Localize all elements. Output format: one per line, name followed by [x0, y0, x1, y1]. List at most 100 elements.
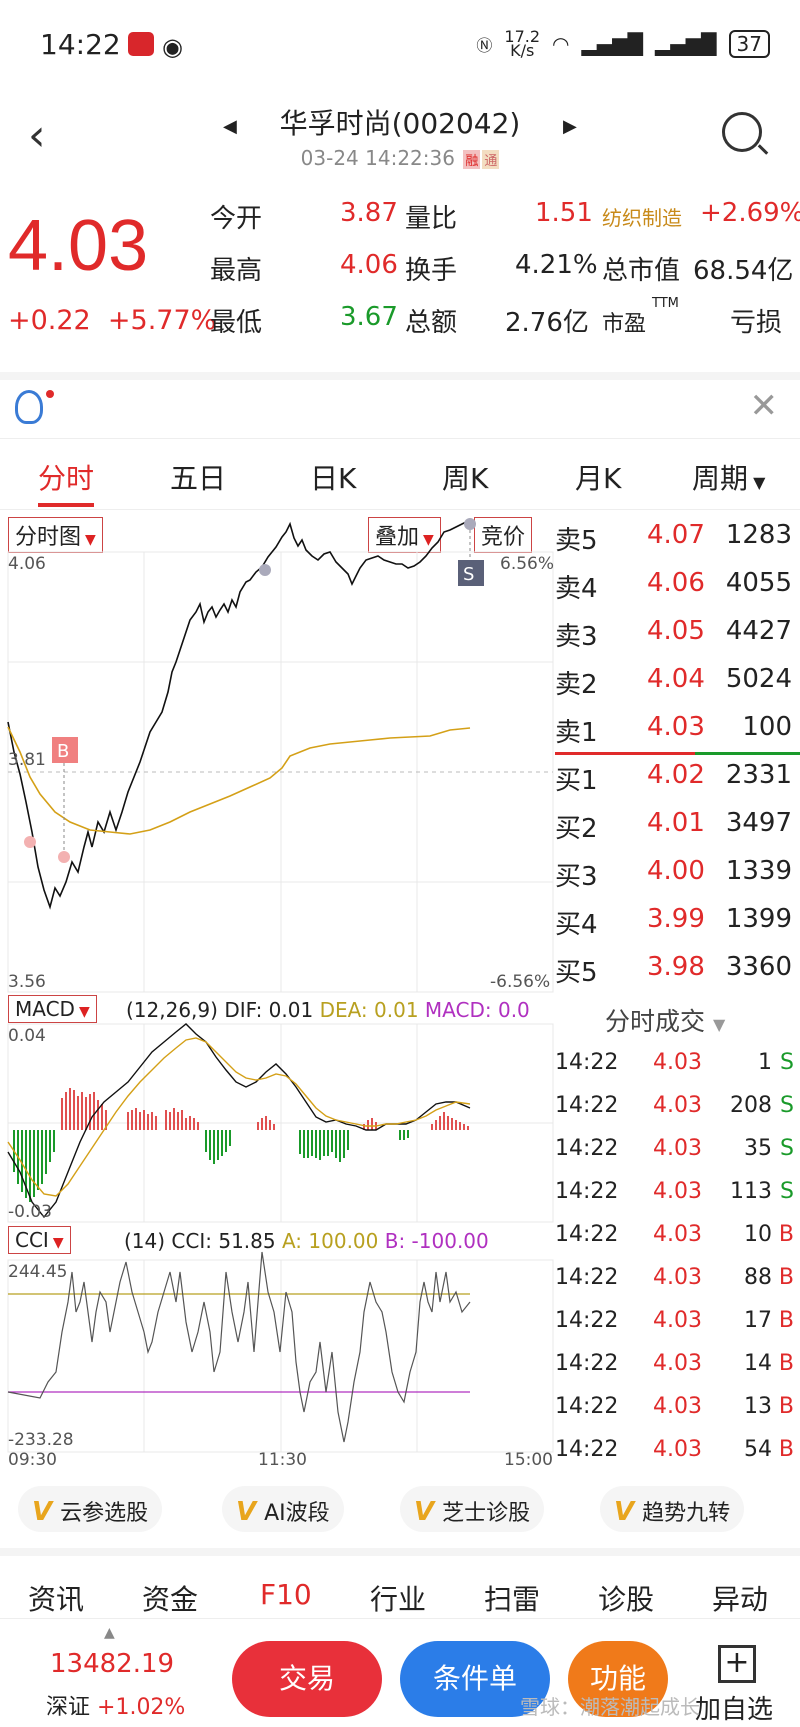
- tab-f10[interactable]: F10: [260, 1578, 312, 1611]
- v-icon: V: [414, 1497, 435, 1527]
- tab-period[interactable]: 周期 ▼: [692, 462, 766, 495]
- trade-button[interactable]: 交易: [232, 1641, 382, 1717]
- bid-row: 买1 4.02 2331: [555, 760, 792, 796]
- tab-diagnosis[interactable]: 诊股: [598, 1583, 655, 1616]
- battery-icon: 37: [728, 30, 770, 58]
- buy-point-marker: [58, 851, 70, 863]
- chart-tabs: 分时 五日 日K 周K 月K 周期 ▼: [0, 438, 800, 510]
- trade-row: 14:22 4.03 10 B: [555, 1222, 794, 1247]
- tab-intraday[interactable]: 分时: [38, 462, 95, 495]
- trade-row: 14:22 4.03 208 S: [555, 1093, 794, 1118]
- chart-type-dropdown[interactable]: 分时图 ▼: [8, 517, 103, 553]
- macd-histogram: [13, 1088, 469, 1202]
- quote-datetime: 03-24 14:22:36 融通: [300, 146, 500, 170]
- eye-icon: ◉: [162, 33, 183, 61]
- close-icon[interactable]: ✕: [749, 386, 779, 426]
- pct-axis-low: -6.56%: [490, 972, 551, 992]
- tab-funds[interactable]: 资金: [142, 1583, 199, 1616]
- tips-bar[interactable]: ✕: [0, 372, 800, 434]
- tab-news[interactable]: 资讯: [28, 1583, 85, 1616]
- signal-icon: ▂▄▆█: [581, 32, 644, 56]
- chart-area: 分时图 ▼ 叠加 ▼ 竞价 B: [0, 512, 555, 1470]
- cci-line: [7, 1251, 471, 1443]
- caret-down-icon: ▼: [78, 1004, 90, 1020]
- price-axis-high: 4.06: [8, 554, 46, 574]
- average-price-line: [7, 726, 471, 835]
- macd-dea-line: [7, 1037, 471, 1197]
- overlay-dropdown[interactable]: 叠加 ▼: [368, 517, 441, 553]
- index-value[interactable]: 13482.19: [50, 1649, 175, 1679]
- book-divider-green: [695, 752, 800, 755]
- chip-ai-band[interactable]: V AI波段: [222, 1486, 344, 1532]
- wifi-icon: ◠: [552, 32, 570, 56]
- ask-row: 卖1 4.03 100: [555, 712, 792, 748]
- pct-axis-high: 6.56%: [500, 554, 555, 574]
- macd-dropdown[interactable]: MACD ▼: [8, 995, 97, 1023]
- add-watchlist-icon[interactable]: +: [718, 1645, 756, 1683]
- cci-dropdown[interactable]: CCI ▼: [8, 1226, 71, 1254]
- cci-legend: (14) CCI: 51.85 A: 100.00 B: -100.00: [124, 1229, 489, 1253]
- trade-row: 14:22 4.03 54 B: [555, 1437, 794, 1462]
- back-icon[interactable]: ‹: [28, 110, 46, 161]
- stock-header: ‹ ◀ 华孚时尚(002042) ▶ 03-24 14:22:36 融通: [0, 90, 800, 180]
- tab-daily-k[interactable]: 日K: [310, 462, 357, 495]
- chip-cloud-stock-pick[interactable]: V 云参选股: [18, 1486, 163, 1532]
- tab-industry[interactable]: 行业: [370, 1583, 427, 1616]
- time-axis-mid: 11:30: [258, 1450, 307, 1470]
- buy-point-marker: [24, 836, 36, 848]
- stock-title: 华孚时尚(002042): [279, 107, 521, 140]
- macd-axis-bottom: -0.03: [8, 1202, 52, 1222]
- auction-button[interactable]: 竞价: [474, 517, 533, 553]
- status-time: 14:22: [40, 28, 121, 61]
- price-line: [7, 521, 471, 910]
- conditional-order-button[interactable]: 条件单: [400, 1641, 550, 1717]
- chart-svg[interactable]: B S: [0, 512, 555, 1470]
- trades-panel[interactable]: 分时成交 ▼ 14:22 4.03 1 S 14:22 4.03 208 S 14:22 4.…: [555, 992, 800, 1470]
- quote-row: 今开 3.87 量比 1.51 纺织制造 +2.69%: [210, 198, 800, 234]
- margin-tag: 融: [463, 150, 481, 169]
- tab-monthly-k[interactable]: 月K: [575, 462, 622, 495]
- quote-row: 最高 4.06 换手 4.21% 总市值 68.54亿: [210, 250, 794, 286]
- chip-cheese-diagnosis[interactable]: V 芝士诊股: [400, 1486, 545, 1532]
- status-bar: 14:22 ◉ Ⓝ 17.2 K/s ◠ ▂▄▆█ ▂▄▆█ 37: [0, 0, 800, 90]
- caret-down-icon: ▼: [748, 473, 766, 492]
- tab-weekly-k[interactable]: 周K: [442, 462, 489, 495]
- net-speed: 17.2 K/s: [504, 27, 541, 60]
- watermark: 雪球：潮落潮起成长: [520, 1695, 700, 1719]
- buy-marker-label: B: [57, 741, 69, 762]
- tab-alerts[interactable]: 异动: [712, 1583, 769, 1616]
- ask-row: 卖3 4.05 4427: [555, 616, 792, 652]
- trades-title[interactable]: 分时成交 ▼: [605, 1007, 726, 1036]
- industry-link[interactable]: 纺织制造: [602, 206, 682, 230]
- index-name[interactable]: 深证 +1.02%: [46, 1695, 186, 1720]
- caret-down-icon: ▼: [85, 532, 96, 548]
- tab-five-day[interactable]: 五日: [170, 462, 227, 495]
- next-stock-icon[interactable]: ▶: [563, 116, 577, 137]
- connect-tag: 通: [482, 150, 500, 169]
- trade-row: 14:22 4.03 88 B: [555, 1265, 794, 1290]
- ask-row: 卖4 4.06 4055: [555, 568, 792, 604]
- signal-icon-2: ▂▄▆█: [655, 32, 717, 56]
- caret-down-icon: ▼: [712, 1015, 726, 1034]
- quote-panel: 4.03 +0.22 +5.77% 今开 3.87 量比 1.51 纺织制造 +…: [0, 180, 800, 370]
- active-tab-indicator: [38, 503, 94, 507]
- search-icon[interactable]: [722, 112, 762, 152]
- add-watchlist-label[interactable]: 加自选: [695, 1695, 774, 1725]
- macd-axis-top: 0.04: [8, 1026, 46, 1046]
- chip-trend-nine[interactable]: V 趋势九转: [600, 1486, 745, 1532]
- feature-chips: V 云参选股 V AI波段 V 芝士诊股 V 趋势九转: [0, 1478, 800, 1538]
- macd-legend: (12,26,9) DIF: 0.01 DEA: 0.01 MACD: 0.0: [126, 998, 530, 1022]
- status-icons: Ⓝ 17.2 K/s ◠ ▂▄▆█ ▂▄▆█ 37: [476, 27, 770, 60]
- trade-row: 14:22 4.03 13 B: [555, 1394, 794, 1419]
- info-tabs: 资讯 资金 F10 行业 扫雷 诊股 异动: [0, 1548, 800, 1618]
- v-icon: V: [614, 1497, 635, 1527]
- v-icon: V: [32, 1497, 53, 1527]
- v-icon: V: [236, 1497, 257, 1527]
- sell-marker: [458, 560, 484, 586]
- nfc-icon: Ⓝ: [476, 36, 493, 55]
- lightbulb-icon: [15, 390, 43, 424]
- tab-risk-scan[interactable]: 扫雷: [484, 1583, 541, 1616]
- bid-row: 买2 4.01 3497: [555, 808, 792, 844]
- function-button[interactable]: 功能: [568, 1641, 668, 1717]
- prev-stock-icon[interactable]: ◀: [223, 116, 237, 137]
